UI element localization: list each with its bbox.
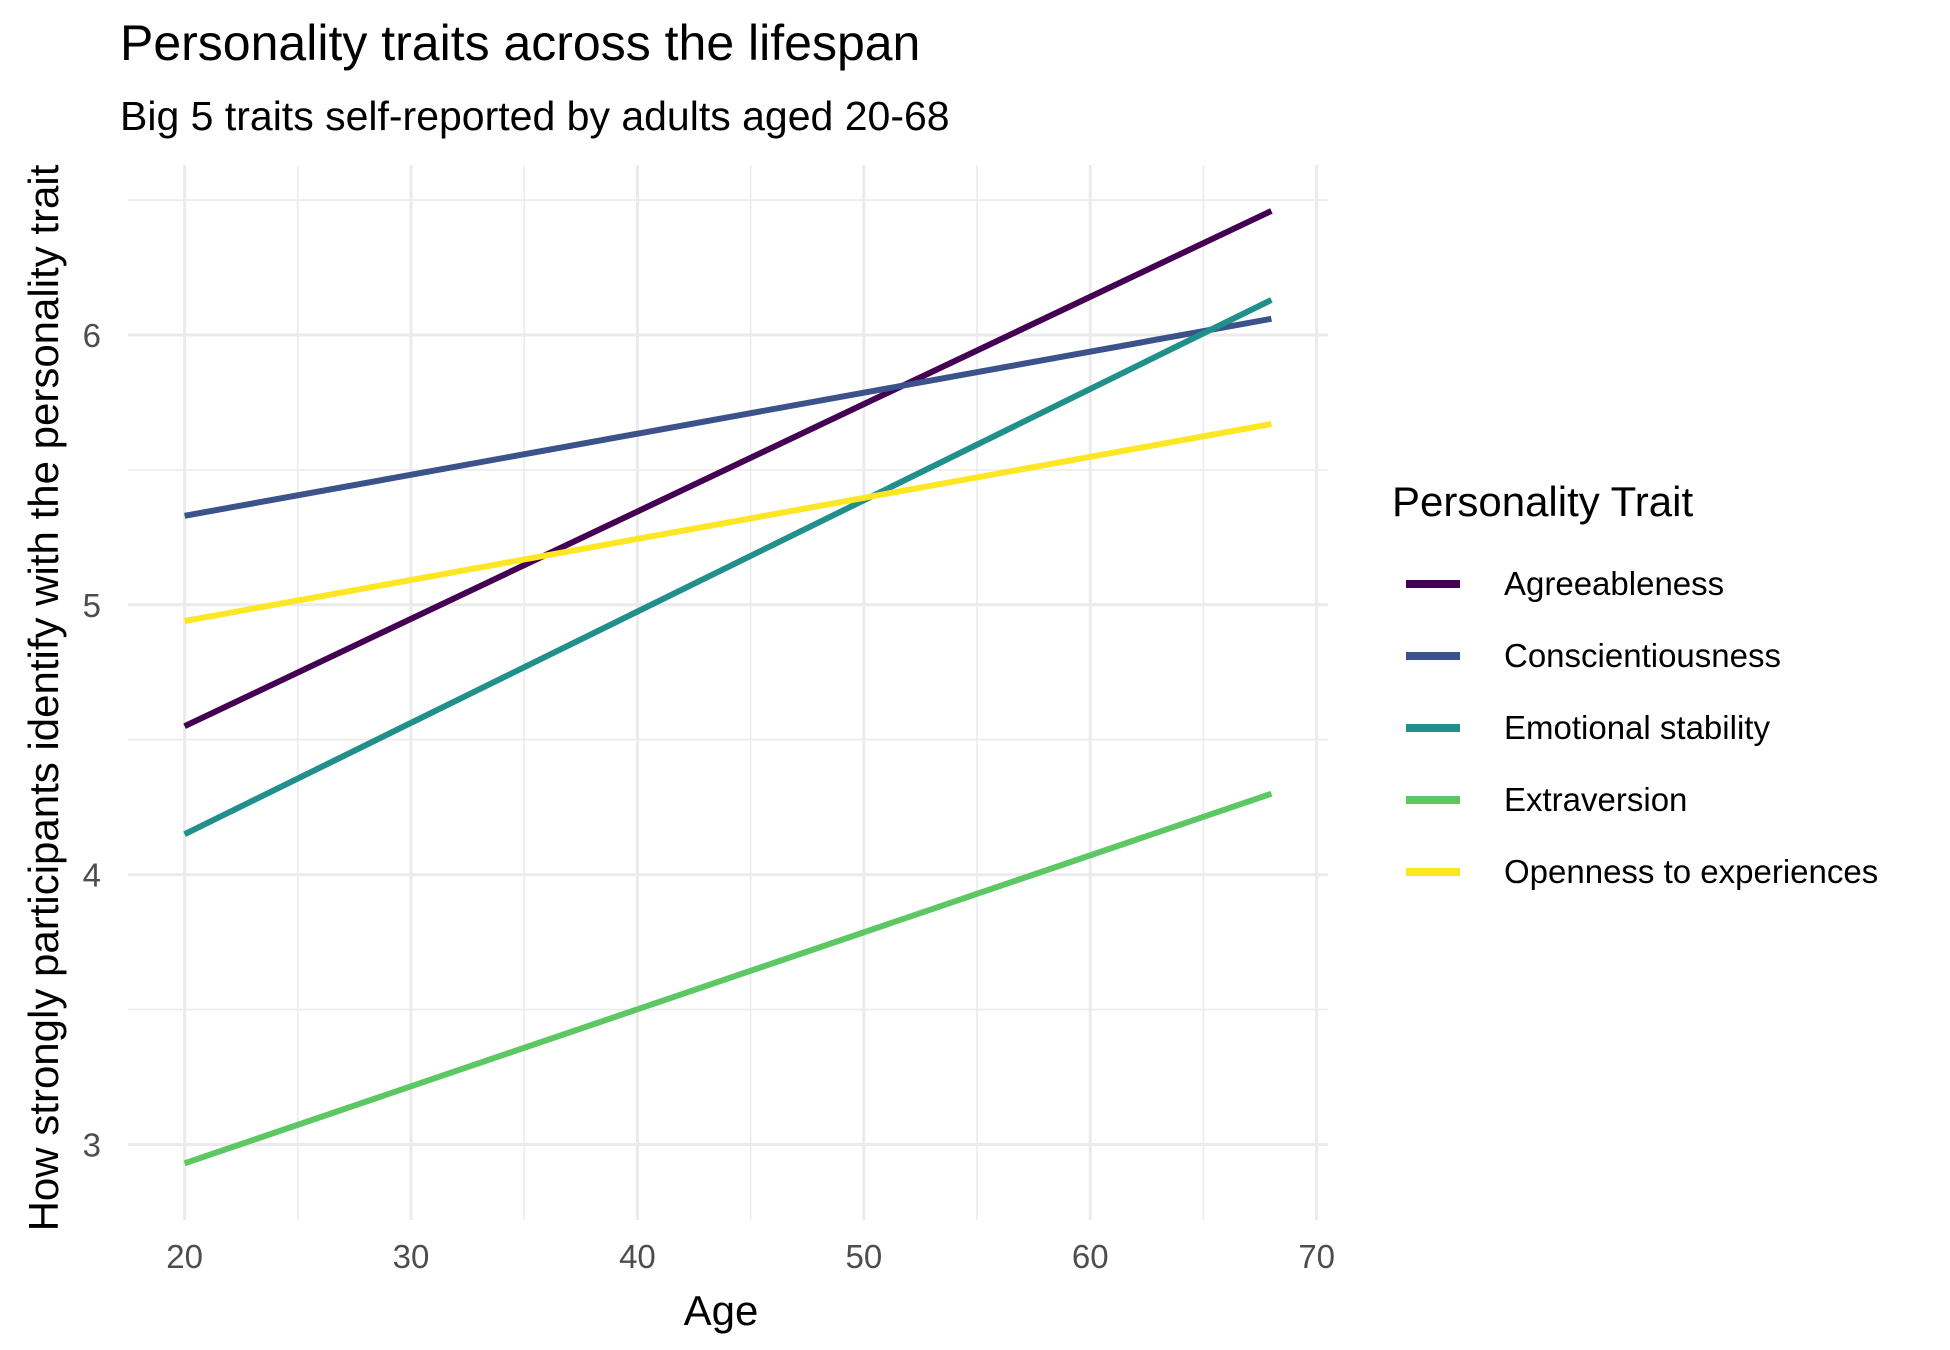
y-tick-label: 3 (83, 1126, 101, 1163)
x-tick-labels: 20 30 40 50 60 70 (166, 1238, 1335, 1275)
legend-label: Agreeableness (1504, 565, 1725, 602)
legend-item: Openness to experiences (1392, 836, 1878, 908)
x-axis-title: Age (684, 1287, 759, 1334)
legend-item: Extraversion (1392, 764, 1878, 836)
y-tick-labels: 3 4 5 6 (83, 317, 101, 1163)
series-line-extraversion (183, 790, 1273, 1167)
x-tick-label: 70 (1298, 1238, 1335, 1275)
legend-key (1406, 724, 1460, 732)
y-tick-label: 5 (83, 587, 101, 624)
chart-title: Personality traits across the lifespan (120, 15, 921, 71)
legend-title: Personality Trait (1392, 478, 1694, 525)
series-line-conscientiousness (184, 315, 1272, 519)
legend-label: Conscientiousness (1504, 637, 1781, 674)
legend-item: Conscientiousness (1392, 620, 1878, 692)
legend: Personality Trait Agreeableness Conscient… (1392, 478, 1878, 908)
legend-item: Agreeableness (1392, 548, 1878, 620)
x-tick-label: 60 (1072, 1238, 1109, 1275)
y-tick-label: 4 (83, 857, 101, 894)
legend-items: Agreeableness Conscientiousness Emotional … (1392, 548, 1878, 908)
legend-item: Emotional stability (1392, 692, 1878, 764)
major-gridlines (128, 165, 1328, 1220)
y-tick-label: 6 (83, 317, 101, 354)
series-line-openness-to-experiences (184, 421, 1272, 624)
x-tick-label: 30 (393, 1238, 430, 1275)
chart-subtitle: Big 5 traits self-reported by adults age… (120, 93, 950, 139)
legend-key (1406, 868, 1460, 876)
legend-label: Extraversion (1504, 781, 1688, 818)
legend-key (1406, 652, 1460, 660)
x-tick-label: 40 (619, 1238, 656, 1275)
series-lines (183, 208, 1273, 1167)
x-tick-label: 20 (166, 1238, 203, 1275)
x-tick-label: 50 (845, 1238, 882, 1275)
legend-label: Openness to experiences (1504, 853, 1879, 890)
series-line-agreeableness (183, 208, 1273, 729)
y-axis-title: How strongly participants identify with … (20, 164, 67, 1231)
legend-key (1406, 580, 1460, 588)
legend-label: Emotional stability (1504, 709, 1770, 746)
series-line-emotional-stability (183, 297, 1273, 837)
legend-key (1406, 796, 1460, 804)
minor-gridlines (128, 165, 1328, 1220)
